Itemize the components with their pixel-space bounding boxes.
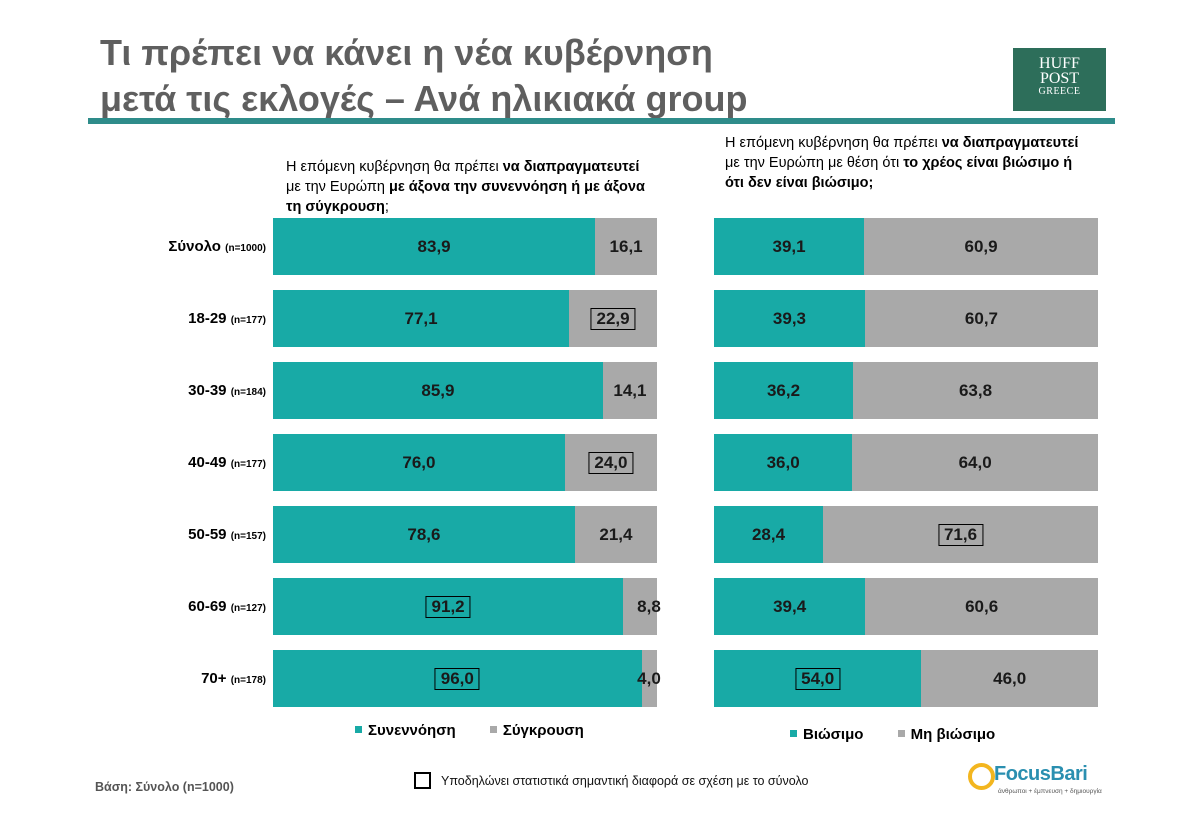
bar-segment-Μη βιώσιμο bbox=[864, 290, 1098, 347]
bar-segment-Συνεννόηση bbox=[273, 362, 603, 419]
left-legend: Συνεννόηση Σύγκρουση bbox=[355, 722, 614, 739]
bar-segment-Σύγκρουση bbox=[564, 434, 657, 491]
title-underline bbox=[88, 118, 1115, 124]
legend-item-not-viable: Μη βιώσιμο bbox=[897, 726, 995, 743]
row-label: 50-59 (n=157) bbox=[188, 525, 266, 543]
stacked-bar: 96,0 4,0 bbox=[273, 650, 661, 707]
data-label: 16,1 bbox=[609, 236, 643, 256]
stacked-bar: 91,2 8,8 bbox=[273, 578, 661, 635]
significance-box-icon bbox=[414, 772, 431, 789]
significance-note: Υποδηλώνει στατιστικά σημαντική διαφορά … bbox=[441, 774, 809, 788]
right-panel-question: Η επόμενη κυβέρνηση θα πρέπει να διαπραγ… bbox=[725, 135, 1079, 191]
data-label: 60,6 bbox=[965, 596, 999, 616]
stacked-bar: 83,9 16,1 bbox=[273, 218, 657, 275]
data-label: 91,2 bbox=[425, 595, 471, 618]
base-note: Βάση: Σύνολο (n=1000) bbox=[95, 780, 234, 794]
legend-item-conflict: Σύγκρουση bbox=[489, 722, 584, 739]
bar-segment-Βιώσιμο bbox=[714, 290, 865, 347]
bar-segment-Βιώσιμο bbox=[714, 434, 853, 491]
data-label: 77,1 bbox=[404, 308, 438, 328]
title-line-2: μετά τις εκλογές – Ανά ηλικιακά group bbox=[100, 78, 748, 119]
bar-segment-Βιώσιμο bbox=[714, 362, 853, 419]
data-label: 21,4 bbox=[599, 524, 633, 544]
bar-segment-Μη βιώσιμο bbox=[921, 650, 1098, 707]
bar-segment-Σύγκρουση bbox=[623, 578, 657, 635]
data-label: 8,8 bbox=[637, 596, 661, 616]
bar-segment-Συνεννόηση bbox=[273, 290, 570, 347]
data-label: 39,1 bbox=[772, 236, 806, 256]
right-legend: Βιώσιμο Μη βιώσιμο bbox=[790, 726, 1025, 743]
bar-segment-Βιώσιμο bbox=[714, 506, 824, 563]
focus-ring-icon bbox=[968, 763, 995, 790]
bar-segment-Σύγκρουση bbox=[602, 362, 657, 419]
stacked-bar: 28,4 71,6 bbox=[714, 506, 1098, 563]
row-label: 18-29 (n=177) bbox=[188, 309, 266, 327]
data-label: 39,4 bbox=[773, 596, 807, 616]
data-label: 60,9 bbox=[964, 236, 998, 256]
legend-swatch bbox=[897, 730, 905, 737]
data-label: 76,0 bbox=[402, 452, 436, 472]
data-label: 60,7 bbox=[964, 308, 998, 328]
data-label: 54,0 bbox=[795, 667, 841, 690]
row-label: 60-69 (n=127) bbox=[188, 597, 266, 615]
bar-segment-Συνεννόηση bbox=[273, 218, 596, 275]
row-label: 30-39 (n=184) bbox=[188, 381, 266, 399]
left-panel-question: Η επόμενη κυβέρνηση θα πρέπει να διαπραγ… bbox=[286, 159, 645, 215]
data-label: 83,9 bbox=[417, 236, 451, 256]
data-label: 46,0 bbox=[993, 668, 1027, 688]
bar-segment-Συνεννόηση bbox=[273, 434, 565, 491]
stacked-bar: 36,2 63,8 bbox=[714, 362, 1098, 419]
data-label: 96,0 bbox=[434, 667, 480, 690]
data-label: 64,0 bbox=[958, 452, 992, 472]
data-label: 22,9 bbox=[590, 307, 636, 330]
row-label: 70+ (n=178) bbox=[201, 669, 266, 687]
bar-segment-Μη βιώσιμο bbox=[853, 362, 1098, 419]
data-label: 36,0 bbox=[766, 452, 800, 472]
data-label: 4,0 bbox=[637, 668, 661, 688]
data-label: 71,6 bbox=[937, 523, 984, 546]
bar-segment-Βιώσιμο bbox=[714, 218, 865, 275]
legend-swatch bbox=[790, 730, 797, 737]
data-label: 28,4 bbox=[751, 524, 786, 544]
stacked-bar: 39,4 60,6 bbox=[714, 578, 1098, 635]
huffpost-greece-logo: HUFF POST GREECE bbox=[1013, 48, 1106, 111]
bar-segment-Βιώσιμο bbox=[714, 578, 866, 635]
bar-segment-Συνεννόηση bbox=[273, 506, 575, 563]
focusbari-logo: FocusBari άνθρωποι + έμπνευση + δημιουργ… bbox=[968, 763, 1108, 799]
bar-segment-Βιώσιμο bbox=[714, 650, 922, 707]
bar-segment-Σύγκρουση bbox=[569, 290, 657, 347]
stacked-bar: 36,0 64,0 bbox=[714, 434, 1098, 491]
data-label: 63,8 bbox=[958, 380, 993, 400]
legend-item-cooperation: Συνεννόηση bbox=[355, 722, 456, 739]
bar-segment-Μη βιώσιμο bbox=[865, 578, 1098, 635]
data-label: 78,6 bbox=[407, 524, 441, 544]
data-label: 14,1 bbox=[613, 380, 647, 400]
legend-swatch bbox=[355, 726, 362, 733]
legend-item-viable: Βιώσιμο bbox=[790, 726, 863, 743]
title-line-1: Τι πρέπει να κάνει η νέα κυβέρνηση bbox=[100, 32, 713, 73]
row-label: Σύνολο (n=1000) bbox=[168, 237, 266, 255]
bar-segment-Μη βιώσιμο bbox=[823, 506, 1098, 563]
bar-segment-Συνεννόηση bbox=[273, 578, 624, 635]
stacked-bar: 39,1 60,9 bbox=[714, 218, 1098, 275]
bar-segment-Σύγκρουση bbox=[641, 650, 657, 707]
stacked-bar: 78,6 21,4 bbox=[273, 506, 657, 563]
bar-segment-Σύγκρουση bbox=[595, 218, 657, 275]
data-label: 85,9 bbox=[421, 380, 455, 400]
stacked-bar: 76,0 24,0 bbox=[273, 434, 657, 491]
data-label: 39,3 bbox=[772, 308, 806, 328]
bar-segment-Μη βιώσιμο bbox=[864, 218, 1098, 275]
bar-segment-Μη βιώσιμο bbox=[852, 434, 1098, 491]
row-label: 40-49 (n=177) bbox=[188, 453, 266, 471]
stacked-bar: 39,3 60,7 bbox=[714, 290, 1098, 347]
page-title: Τι πρέπει να κάνει η νέα κυβέρνηση μετά … bbox=[100, 30, 748, 122]
data-label: 24,0 bbox=[588, 451, 634, 474]
stacked-bar: 85,9 14,1 bbox=[273, 362, 657, 419]
legend-swatch bbox=[489, 726, 497, 733]
bar-segment-Συνεννόηση bbox=[273, 650, 642, 707]
stacked-bar: 54,0 46,0 bbox=[714, 650, 1098, 707]
stacked-bar: 77,1 22,9 bbox=[273, 290, 657, 347]
data-label: 36,2 bbox=[766, 380, 801, 400]
bar-segment-Σύγκρουση bbox=[574, 506, 657, 563]
